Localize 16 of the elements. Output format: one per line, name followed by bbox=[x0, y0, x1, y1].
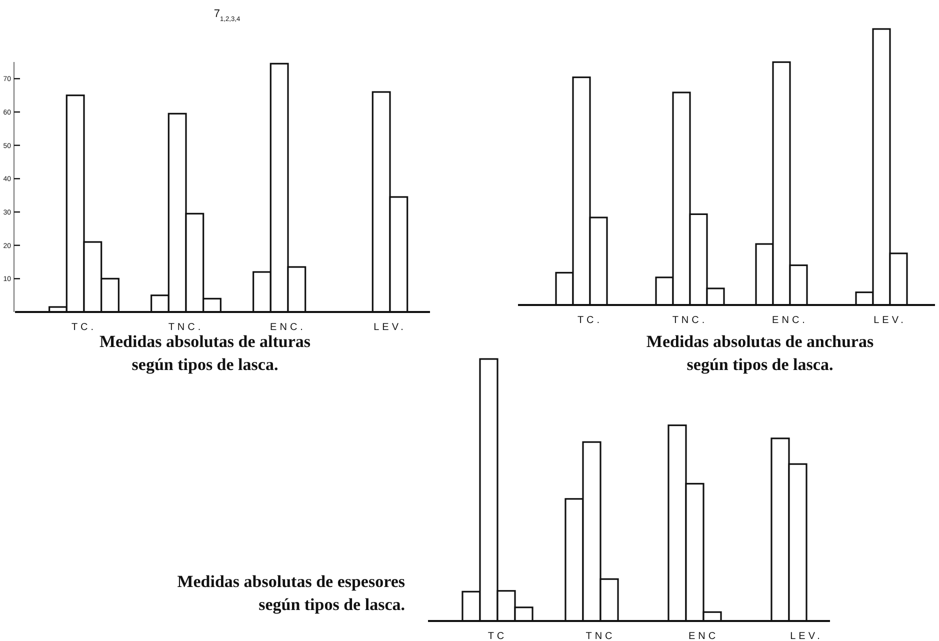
x-tick-label: ENC bbox=[688, 631, 719, 641]
x-tick-label: LEV. bbox=[374, 322, 406, 333]
x-tick-label: LEV. bbox=[790, 631, 823, 641]
x-tick-label: TNC. bbox=[168, 322, 204, 333]
x-tick-label: TC bbox=[488, 631, 508, 641]
text: Medidas absolutas de anchuras según tipos de lasca. bbox=[646, 332, 874, 374]
x-tick-label: ENC. bbox=[772, 315, 808, 326]
x-tick-label: TNC. bbox=[672, 315, 708, 326]
x-tick-label: LEV. bbox=[874, 315, 906, 326]
x-tick-label: TC. bbox=[71, 322, 97, 333]
x-tick-label: TC. bbox=[577, 315, 603, 326]
text: Medidas absolutas de alturas según tipos de lasca. bbox=[99, 332, 311, 374]
x-tick-label: TNC bbox=[586, 631, 616, 641]
text: Medidas absolutas de espesores según tipos de lasca. bbox=[177, 572, 406, 614]
x-tick-label: ENC. bbox=[270, 322, 306, 333]
text: 7$_{1,2,3,4}$ bbox=[214, 8, 240, 22]
